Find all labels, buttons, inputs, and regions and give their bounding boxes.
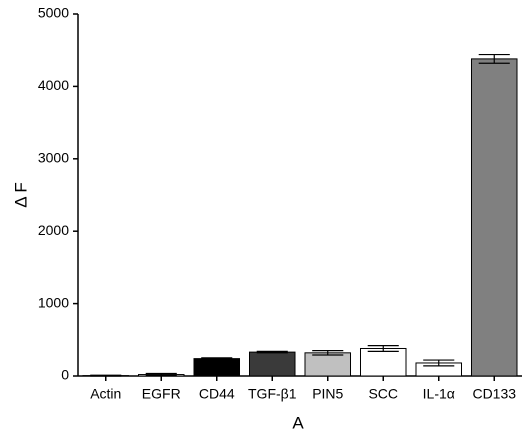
y-tick-label: 4000 <box>38 77 69 93</box>
x-axis-title: A <box>292 413 304 432</box>
y-tick-label: 5000 <box>38 5 69 21</box>
x-tick-label: SCC <box>368 386 398 402</box>
x-tick-label: IL-1α <box>423 386 455 402</box>
bar <box>249 352 295 376</box>
y-tick-label: 3000 <box>38 150 69 166</box>
x-tick-label: CD133 <box>472 386 516 402</box>
bar <box>360 348 406 376</box>
x-tick-label: EGFR <box>142 386 181 402</box>
x-tick-label: Actin <box>90 386 121 402</box>
x-tick-label: PIN5 <box>312 386 343 402</box>
y-tick-label: 1000 <box>38 294 69 310</box>
x-tick-label: CD44 <box>199 386 235 402</box>
bar <box>305 353 351 376</box>
bar <box>471 59 517 376</box>
x-tick-label: TGF-β1 <box>248 386 297 402</box>
bar <box>194 359 240 376</box>
y-tick-label: 2000 <box>38 222 69 238</box>
error-bar <box>90 375 121 376</box>
y-axis-title: Δ F <box>11 182 30 208</box>
y-tick-label: 0 <box>61 367 69 383</box>
